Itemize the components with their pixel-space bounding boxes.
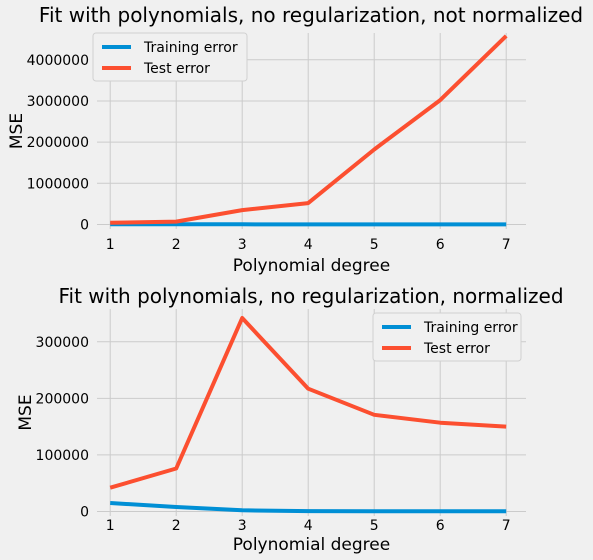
chart-title: Fit with polynomials, no regularization,… xyxy=(39,3,583,27)
y-tick-label: 3000000 xyxy=(27,94,89,110)
legend-label: Training error xyxy=(143,40,238,56)
y-tick-label: 100000 xyxy=(36,448,89,464)
y-axis-label: MSE xyxy=(7,113,27,149)
legend-label: Test error xyxy=(143,61,210,77)
y-tick-label: 0 xyxy=(80,504,89,520)
series-line-training-error xyxy=(110,501,507,514)
legend: Training error Test error xyxy=(372,312,522,362)
chart-2: 1 2 3 4 5 6 7 0 100000 200000 300000 Fit with polyn… xyxy=(16,284,564,555)
y-tick-label: 2000000 xyxy=(27,135,89,151)
x-axis-label: Polynomial degree xyxy=(233,535,390,555)
series-line-test-error xyxy=(109,316,507,490)
x-tick-label: 5 xyxy=(370,518,379,534)
x-tick-label: 1 xyxy=(106,237,115,253)
x-tick-label: 7 xyxy=(502,237,511,253)
x-tick-label: 4 xyxy=(304,518,313,534)
x-axis-label: Polynomial degree xyxy=(233,256,390,276)
y-tick-label: 0 xyxy=(80,217,89,233)
y-tick-label: 300000 xyxy=(36,335,89,351)
legend-label: Training error xyxy=(423,320,518,336)
x-tick-label: 2 xyxy=(172,237,181,253)
x-tick-label: 6 xyxy=(436,237,445,253)
y-tick-label: 4000000 xyxy=(27,53,89,69)
x-tick-label: 3 xyxy=(238,237,247,253)
legend-label: Test error xyxy=(423,341,490,357)
chart-1: 1 2 3 4 5 6 7 0 1000000 2000000 3000000 4000000 Fit … xyxy=(7,3,583,276)
chart-title: Fit with polynomials, no regularization,… xyxy=(58,284,563,308)
y-tick-label: 200000 xyxy=(36,391,89,407)
x-tick-label: 5 xyxy=(370,237,379,253)
legend: Training error Test error xyxy=(92,32,248,82)
x-tick-label: 6 xyxy=(436,518,445,534)
x-tick-label: 7 xyxy=(502,518,511,534)
series-line-test-error xyxy=(110,34,508,225)
legend-box xyxy=(92,32,248,82)
x-tick-label: 3 xyxy=(238,518,247,534)
y-axis-label: MSE xyxy=(16,394,36,430)
x-tick-label: 2 xyxy=(172,518,181,534)
x-tick-label: 4 xyxy=(304,237,313,253)
x-tick-label: 1 xyxy=(106,518,115,534)
y-tick-label: 1000000 xyxy=(27,176,89,192)
